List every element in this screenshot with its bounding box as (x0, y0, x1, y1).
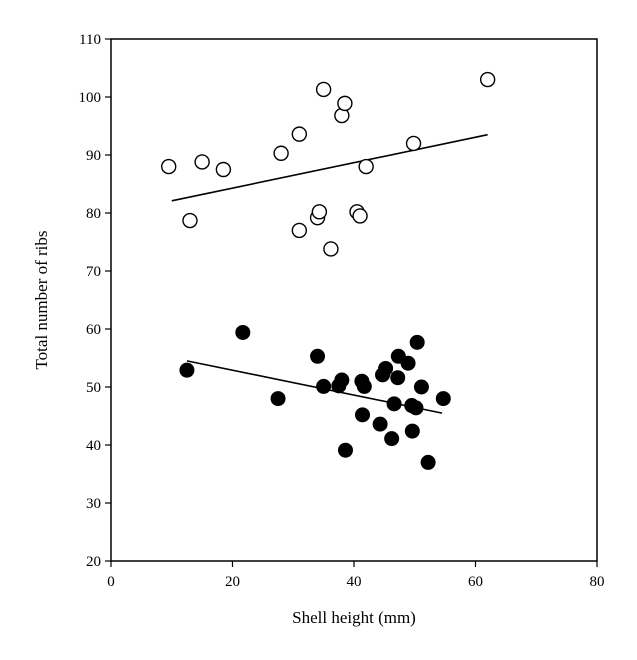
open-point (291, 126, 308, 142)
open-point (311, 204, 328, 220)
filled-point (386, 396, 402, 412)
filled-point (413, 379, 429, 395)
y-tick-label: 80 (86, 206, 101, 222)
y-tick-label: 20 (86, 554, 101, 570)
open-point (405, 135, 422, 152)
plot-frame (110, 38, 598, 562)
open-point (194, 154, 210, 170)
y-tick-label: 70 (86, 264, 101, 280)
filled-point (408, 400, 424, 416)
y-tick-label: 100 (79, 90, 102, 106)
filled-point (404, 423, 420, 439)
data-points (161, 71, 496, 470)
filled-point (310, 348, 326, 364)
filled-point (435, 391, 451, 407)
y-tick-label: 90 (86, 148, 101, 164)
filled-point (334, 372, 350, 388)
open-point (337, 95, 353, 112)
fit-lines (171, 133, 488, 414)
x-axis-title: Shell height (mm) (292, 608, 416, 627)
open-point (323, 241, 339, 257)
open-point (315, 81, 332, 98)
filled-point (372, 416, 388, 432)
y-tick-label: 30 (86, 496, 101, 512)
open-point (291, 222, 308, 239)
y-tick-label: 110 (79, 32, 101, 48)
filled-point (355, 407, 371, 423)
filled-point (235, 324, 251, 340)
open-point (215, 161, 232, 178)
x-tick-label: 0 (107, 574, 115, 590)
open-point (352, 208, 368, 224)
y-tick-label: 60 (86, 322, 101, 338)
filled-point (316, 378, 332, 394)
filled-point (179, 362, 195, 378)
open-point (479, 71, 496, 88)
filled-point (378, 360, 394, 376)
filled-point (420, 454, 436, 470)
x-tick-label: 40 (347, 574, 362, 590)
filled-point (400, 355, 416, 371)
x-tick-label: 20 (225, 574, 240, 590)
filled-point (270, 391, 286, 407)
x-tick-label: 60 (468, 574, 483, 590)
y-tick-label: 50 (86, 380, 101, 396)
filled-point (409, 334, 425, 350)
filled-point (337, 442, 353, 458)
filled-point (390, 370, 406, 386)
filled-point (384, 431, 400, 447)
axes: 0 20 40 60 80 20 30 40 50 60 70 80 90 100 110 (79, 32, 605, 590)
open-point (273, 145, 289, 161)
open-point (161, 158, 177, 175)
y-axis-title: Total number of ribs (32, 230, 51, 369)
y-tick-label: 40 (86, 438, 101, 454)
open-point (358, 158, 374, 175)
x-tick-label: 80 (590, 574, 605, 590)
filled-point (356, 378, 372, 394)
open-point (182, 212, 198, 229)
open-fit-line (171, 133, 488, 202)
